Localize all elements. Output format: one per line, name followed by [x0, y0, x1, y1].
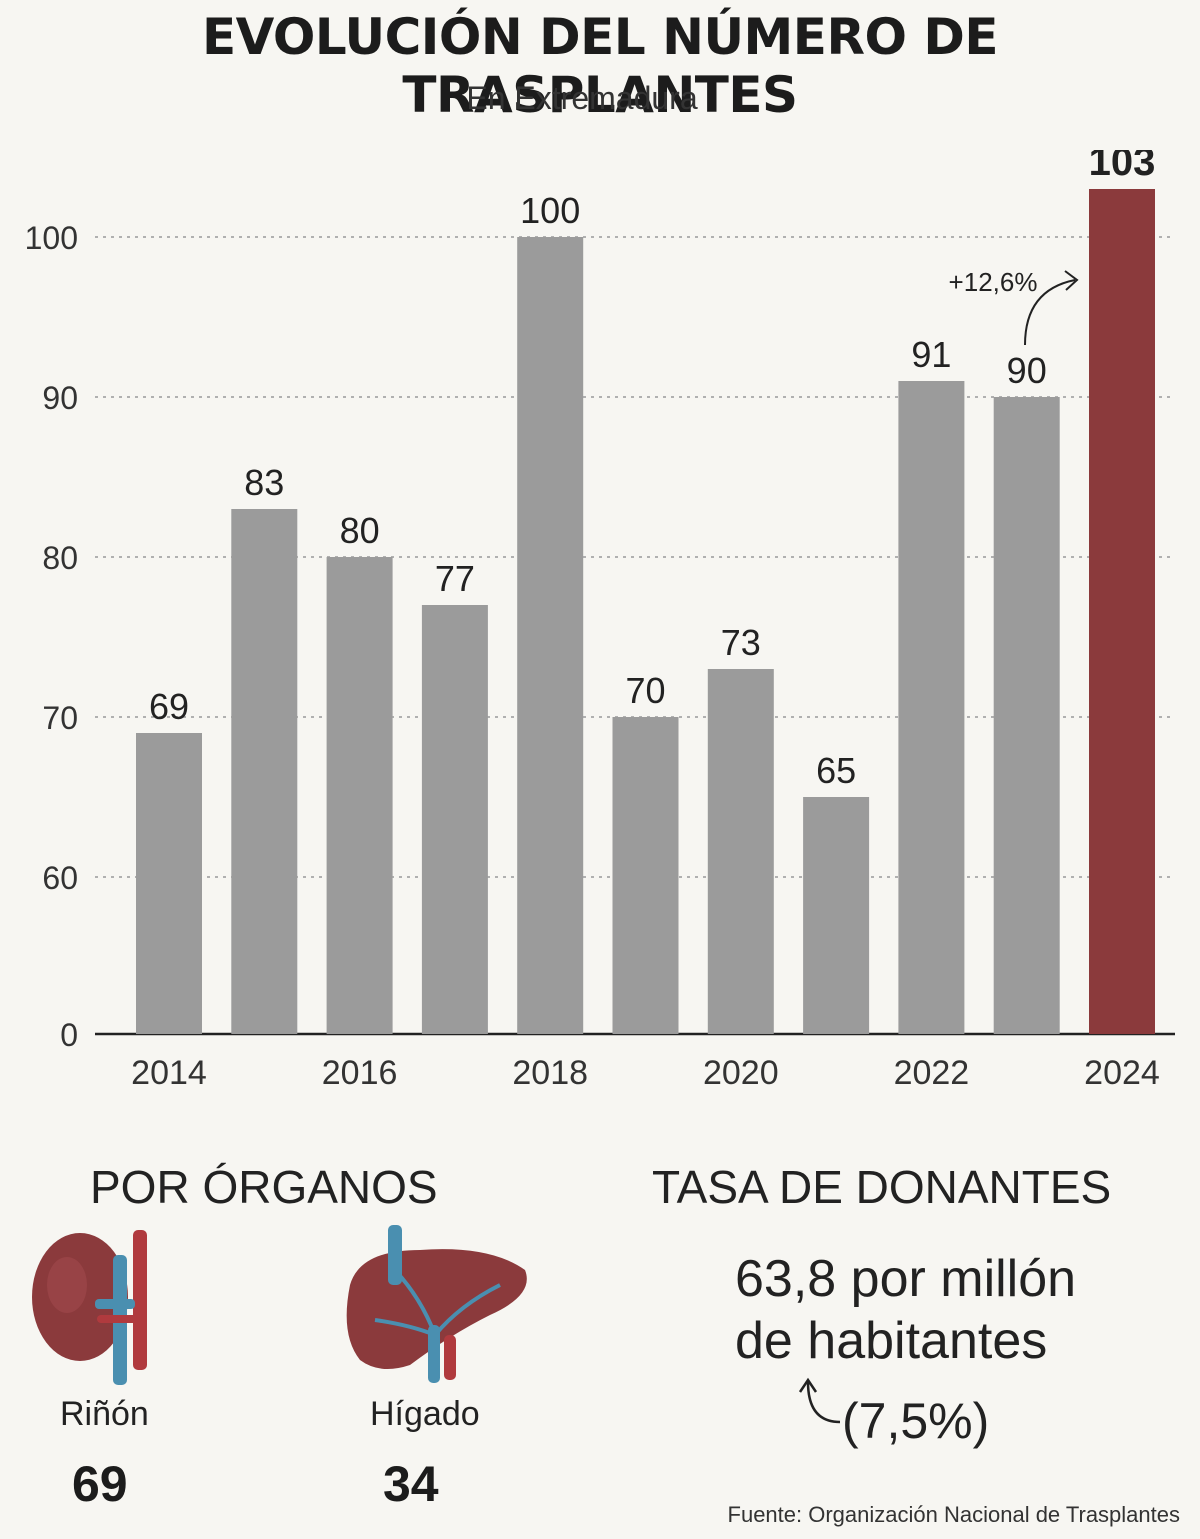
bar-2024: [1089, 189, 1155, 1034]
data-label-2017: 77: [435, 558, 475, 599]
bar-2014: [136, 733, 202, 1034]
y-tick-label: 70: [42, 700, 78, 736]
bar-chart: 0 60 70 80 90 100 69 2014 83 80 2016 77 100 2018 70 73 2…: [25, 150, 1175, 1092]
data-label-2019: 70: [625, 670, 665, 711]
data-label-2021: 65: [816, 750, 856, 791]
data-label-2023: 90: [1007, 350, 1047, 391]
kidney-icon: [32, 1230, 147, 1385]
x-tick-label-2018: 2018: [512, 1054, 588, 1092]
data-label-2020: 73: [721, 622, 761, 663]
bar-2022: [898, 381, 965, 1034]
data-label-2022: 91: [911, 334, 951, 375]
data-label-2018: 100: [520, 190, 580, 231]
donor-rate-line1: 63,8 por millón: [735, 1250, 1077, 1308]
donor-rate: 63,8 por millón de habitantes: [735, 1248, 1076, 1372]
x-tick-label-2022: 2022: [894, 1054, 970, 1092]
y-tick-label: 100: [25, 220, 78, 256]
x-tick-label-2020: 2020: [703, 1054, 779, 1092]
data-label-2014: 69: [149, 686, 189, 727]
x-tick-label-2024: 2024: [1084, 1054, 1160, 1092]
donors-title: TASA DE DONANTES: [652, 1161, 1112, 1213]
source-note: Fuente: Organización Nacional de Traspla…: [727, 1502, 1180, 1527]
data-label-2024: 103: [1089, 150, 1156, 184]
x-tick-label-2014: 2014: [131, 1054, 207, 1092]
chart-subtitle: En Extremadura: [466, 80, 698, 116]
bar-2016: [326, 557, 393, 1034]
kidney-label: Riñón: [60, 1395, 149, 1433]
bar-2020: [707, 669, 774, 1034]
liver-value: 34: [383, 1456, 439, 1512]
bar-2017: [421, 605, 488, 1034]
bar-2019: [612, 717, 679, 1034]
liver-icon: [346, 1225, 527, 1383]
chart-title: EVOLUCIÓN DEL NÚMERO DE TRASPLANTES: [201, 8, 999, 124]
x-tick-label-2016: 2016: [322, 1054, 398, 1092]
kidney-value: 69: [72, 1456, 128, 1512]
donor-rate-line2: de habitantes: [735, 1312, 1048, 1370]
y-tick-label: 0: [60, 1017, 78, 1053]
data-label-2016: 80: [340, 510, 380, 551]
data-label-2015: 83: [244, 462, 284, 503]
bar-2018: [517, 237, 584, 1034]
growth-annotation: +12,6%: [949, 267, 1038, 297]
y-tick-label: 90: [42, 380, 78, 416]
bar-2021: [803, 797, 870, 1034]
organs-title: POR ÓRGANOS: [90, 1161, 438, 1213]
y-tick-label: 80: [42, 540, 78, 576]
liver-label: Hígado: [370, 1395, 480, 1433]
bar-2023: [993, 397, 1060, 1034]
curved-arrow-icon: [798, 1377, 841, 1424]
donor-rate-change: (7,5%): [842, 1393, 990, 1449]
bar-2015: [231, 509, 298, 1034]
annotation-arrow: [1024, 279, 1076, 346]
y-tick-label: 60: [42, 860, 78, 896]
annotation-arrowhead: [1064, 270, 1079, 291]
